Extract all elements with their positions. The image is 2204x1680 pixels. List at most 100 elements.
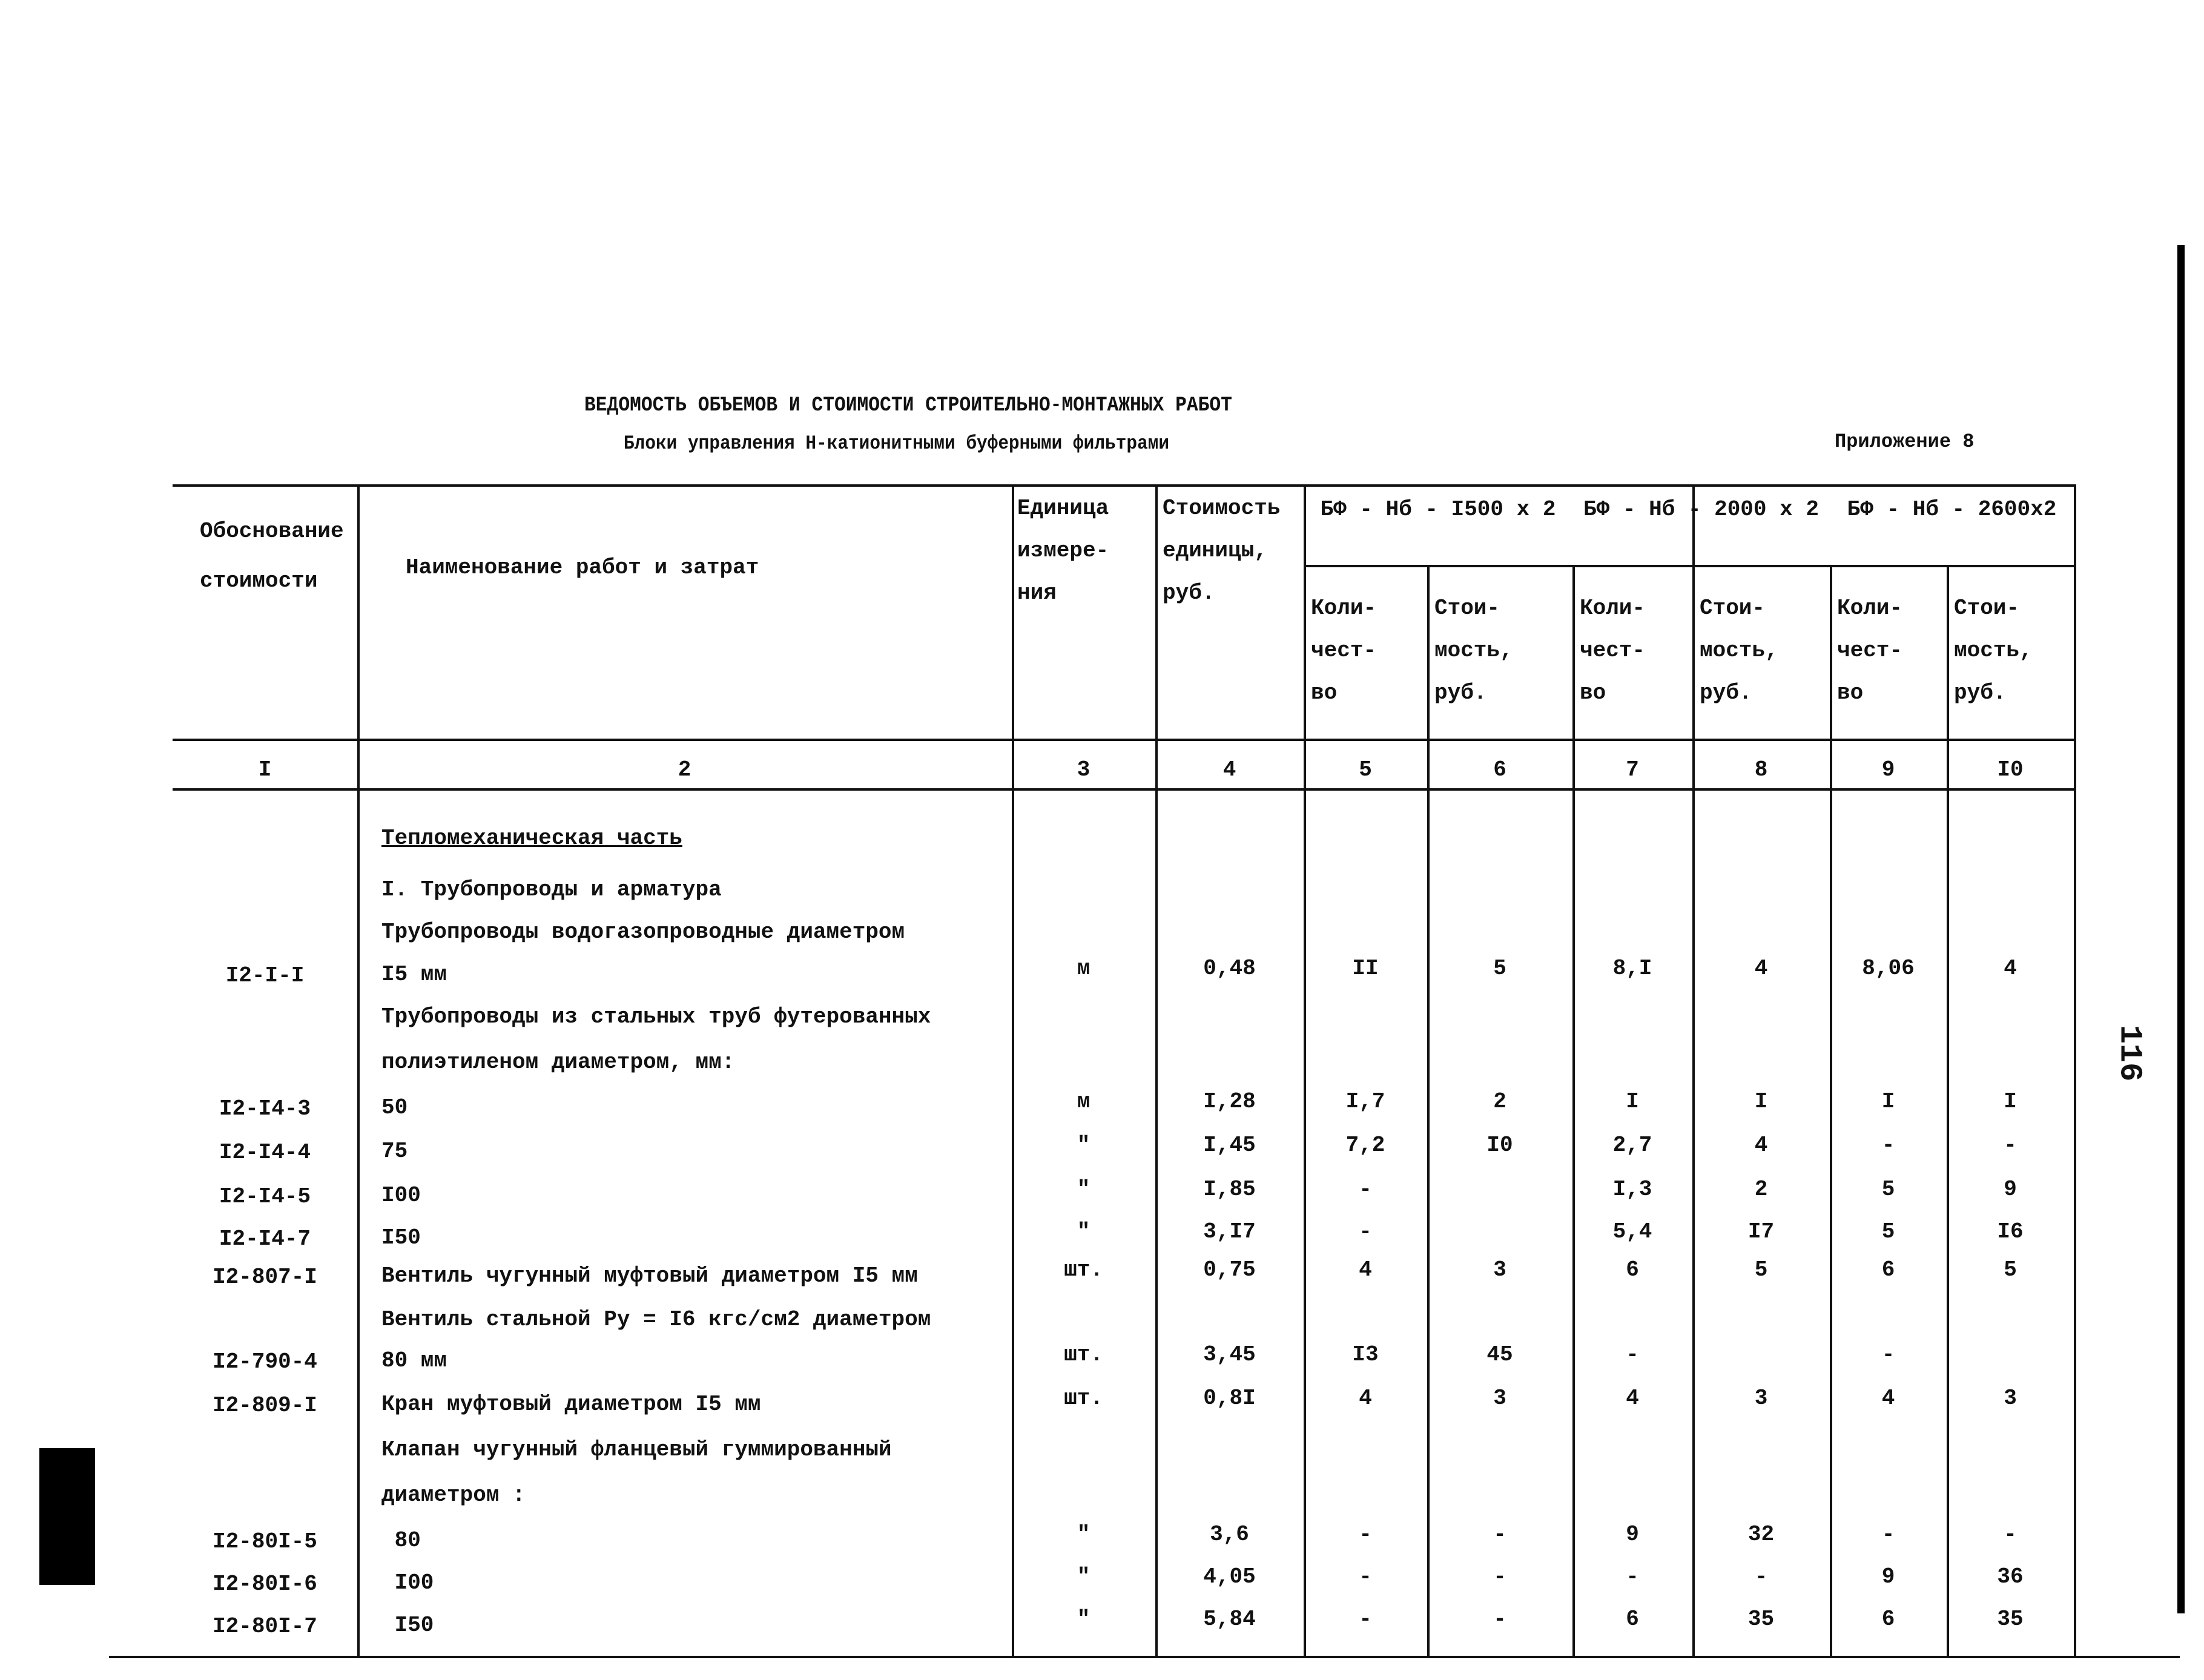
column-divider — [1572, 565, 1575, 1656]
row-cell: 5,4 — [1612, 1219, 1652, 1244]
row-name: 50 — [381, 1095, 408, 1120]
header-group-3: БФ - Нб - 2600x2 — [1847, 497, 2057, 522]
header-unit: ния — [1017, 581, 1057, 605]
row-cell: 4 — [1359, 1257, 1372, 1282]
row-cell: шт. — [1064, 1257, 1103, 1282]
row-cell: I,28 — [1203, 1089, 1256, 1114]
header-unit: измере- — [1017, 538, 1109, 563]
row-cell: 35 — [1747, 1607, 1775, 1632]
column-number: 2 — [678, 757, 691, 782]
row-name: Вентиль стальной Ру = I6 кгс/см2 диаметр… — [381, 1307, 931, 1332]
row-cell: I — [1626, 1089, 1639, 1114]
row-name: Вентиль чугунный муфтовый диаметром I5 м… — [381, 1263, 918, 1288]
row-cell: " — [1077, 1133, 1090, 1158]
row-cell: " — [1077, 1219, 1090, 1244]
row-cell: I,3 — [1612, 1177, 1652, 1202]
row-cell: - — [1493, 1607, 1506, 1632]
row-name: I. Трубопроводы и арматура — [381, 877, 722, 902]
row-code: I2-80I-5 — [213, 1529, 317, 1554]
row-cell: 2,7 — [1612, 1133, 1652, 1158]
column-divider — [2074, 484, 2076, 1656]
header-quantity: Коли- — [1311, 596, 1377, 621]
row-cell: 45 — [1486, 1342, 1513, 1367]
scan-black-mark — [39, 1448, 95, 1585]
row-cell: 0,8I — [1203, 1386, 1256, 1411]
document-subtitle: Блоки управления Н-катионитными буферным… — [624, 432, 1170, 455]
column-divider — [357, 484, 360, 1656]
row-cell: - — [1881, 1342, 1895, 1367]
header-group-2: БФ - Нб - 2000 x 2 — [1583, 497, 1819, 522]
row-cell: 4 — [2004, 956, 2017, 981]
header-cost: мость, — [1700, 638, 1778, 663]
column-number: 5 — [1359, 757, 1372, 782]
column-divider — [1947, 565, 1949, 1656]
row-cell: 0,48 — [1203, 956, 1256, 981]
row-cell: 0,75 — [1203, 1257, 1256, 1282]
header-cost: руб. — [1954, 680, 2007, 705]
row-cell: - — [1359, 1564, 1372, 1589]
row-cell: - — [1754, 1564, 1768, 1589]
column-number: 8 — [1754, 757, 1768, 782]
row-cell: 5 — [1493, 956, 1506, 981]
row-cell: м — [1077, 956, 1090, 981]
row-cell: 6 — [1881, 1607, 1895, 1632]
column-divider — [1155, 484, 1158, 1656]
row-name: I00 — [381, 1570, 434, 1595]
row-cell: 3,45 — [1203, 1342, 1256, 1367]
row-code: I2-807-I — [213, 1265, 317, 1290]
row-cell: I — [1881, 1089, 1895, 1114]
row-name: диаметром : — [381, 1483, 526, 1507]
row-cell: " — [1077, 1607, 1090, 1632]
header-cost: Стои- — [1434, 596, 1500, 621]
row-code: I2-790-4 — [213, 1349, 317, 1374]
column-divider — [1692, 484, 1695, 1656]
column-divider — [1012, 484, 1014, 1656]
column-number: 7 — [1626, 757, 1639, 782]
row-cell: 3 — [1493, 1386, 1506, 1411]
row-cell: - — [1493, 1522, 1506, 1547]
row-name: полиэтиленом диаметром, мм: — [381, 1050, 735, 1075]
row-cell: I7 — [1747, 1219, 1775, 1244]
row-cell: 9 — [1881, 1564, 1895, 1589]
row-cell: - — [1626, 1564, 1639, 1589]
row-cell: I — [2004, 1089, 2017, 1114]
column-number: 9 — [1881, 757, 1895, 782]
row-name: 75 — [381, 1139, 408, 1164]
row-name: Трубопроводы водогазопроводные диаметром — [381, 920, 905, 944]
row-name: Клапан чугунный фланцевый гуммированный — [381, 1437, 892, 1462]
column-number: I0 — [1997, 757, 2024, 782]
column-divider — [1304, 484, 1306, 1656]
header-cost: мость, — [1434, 638, 1513, 663]
header-bottom-border — [173, 739, 2074, 741]
header-quantity: чест- — [1311, 638, 1377, 663]
header-quantity: чест- — [1580, 638, 1646, 663]
row-cell: 6 — [1881, 1257, 1895, 1282]
row-cell: 32 — [1747, 1522, 1775, 1547]
row-cell: 6 — [1626, 1607, 1639, 1632]
row-cell: 5,84 — [1203, 1607, 1256, 1632]
row-code: I2-809-I — [213, 1393, 317, 1418]
row-cell: 6 — [1626, 1257, 1639, 1282]
scan-edge-bar — [2177, 245, 2185, 1613]
row-cell: I — [1754, 1089, 1768, 1114]
header-quantity: во — [1837, 680, 1864, 705]
header-cost: руб. — [1700, 680, 1752, 705]
row-cell: 5 — [1881, 1177, 1895, 1202]
header-quantity: во — [1311, 680, 1338, 705]
row-cell: 4 — [1626, 1386, 1639, 1411]
row-cell: 3 — [1493, 1257, 1506, 1282]
row-cell: шт. — [1064, 1386, 1103, 1411]
row-cell: 36 — [1997, 1564, 2024, 1589]
row-cell: I,7 — [1345, 1089, 1385, 1114]
row-cell: 4 — [1359, 1386, 1372, 1411]
row-code: I2-80I-6 — [213, 1572, 317, 1596]
row-cell: 8,I — [1612, 956, 1652, 981]
row-name: I50 — [381, 1225, 421, 1250]
group-header-divider — [1304, 565, 2074, 567]
header-cost: мость, — [1954, 638, 2033, 663]
row-cell: 3 — [1754, 1386, 1768, 1411]
row-cell: " — [1077, 1564, 1090, 1589]
column-divider — [1427, 565, 1430, 1656]
row-cell: 3 — [2004, 1386, 2017, 1411]
row-name: I00 — [381, 1183, 421, 1208]
